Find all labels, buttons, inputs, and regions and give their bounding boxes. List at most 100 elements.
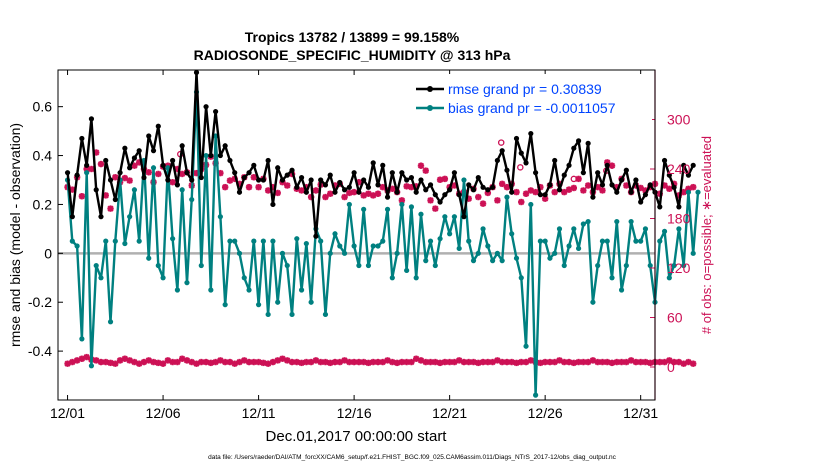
bias-point bbox=[103, 238, 109, 244]
rmse-point bbox=[494, 157, 500, 164]
bias-point bbox=[547, 255, 553, 261]
rmse-point bbox=[251, 162, 257, 168]
obs-possible-marker bbox=[570, 175, 578, 183]
bias-point bbox=[681, 262, 687, 269]
rmse-point bbox=[313, 233, 319, 239]
obs_evaluated-point bbox=[88, 165, 95, 173]
obs_evaluated-point bbox=[518, 198, 525, 206]
bias-point bbox=[79, 336, 85, 342]
y-right-tick-label: 240 bbox=[667, 161, 691, 177]
rmse-point bbox=[480, 184, 486, 190]
obs_evaluated-point bbox=[608, 162, 616, 169]
bias-point bbox=[112, 238, 118, 244]
bias-point bbox=[461, 177, 467, 183]
bias-point bbox=[595, 262, 601, 269]
rmse-point bbox=[303, 189, 309, 195]
obs_low-point bbox=[112, 360, 119, 367]
rmse-point bbox=[599, 182, 606, 188]
bias-point bbox=[389, 275, 395, 281]
x-tick-label: 12/01 bbox=[50, 405, 85, 421]
obs_evaluated-point bbox=[494, 197, 501, 204]
bias-point bbox=[676, 226, 682, 232]
rmse-point bbox=[289, 167, 295, 173]
x-tick-label: 12/26 bbox=[528, 405, 563, 421]
bias-point bbox=[136, 238, 142, 244]
bias-point bbox=[571, 226, 577, 232]
bias-point bbox=[127, 214, 133, 220]
rmse-point bbox=[432, 192, 438, 198]
bias-point bbox=[585, 218, 591, 225]
bias-point bbox=[241, 275, 247, 281]
obs_evaluated-point bbox=[570, 184, 578, 192]
bias-point bbox=[466, 238, 472, 244]
rmse-point bbox=[466, 182, 472, 188]
obs_evaluated-point bbox=[584, 182, 592, 189]
bias-point bbox=[165, 165, 171, 171]
rmse-point bbox=[389, 170, 395, 176]
rmse-point bbox=[127, 165, 133, 171]
y-right-tick-label: 180 bbox=[667, 211, 691, 227]
bias-point bbox=[451, 214, 458, 220]
bias-point bbox=[604, 238, 610, 244]
obs_low-point bbox=[279, 355, 286, 362]
obs_evaluated-point bbox=[284, 182, 291, 189]
y-left-tick-label: -0.4 bbox=[28, 343, 52, 359]
rmse-point bbox=[222, 143, 228, 149]
rmse-point bbox=[198, 174, 204, 181]
x-tick-label: 12/21 bbox=[432, 405, 467, 421]
legend-rmse-label: rmse grand pr = 0.30839 bbox=[448, 81, 602, 97]
obs_low-point bbox=[594, 358, 601, 366]
bias-point bbox=[432, 262, 438, 269]
rmse-point bbox=[623, 167, 629, 173]
rmse-point bbox=[404, 177, 410, 183]
bias-point bbox=[370, 243, 376, 249]
bias-point bbox=[155, 262, 161, 269]
y-axis-label-left: rmse and bias (model - observation) bbox=[7, 123, 23, 347]
bias-point bbox=[322, 311, 329, 318]
rmse-point bbox=[628, 189, 634, 195]
rmse-point bbox=[423, 187, 429, 193]
obs_evaluated-point bbox=[322, 193, 329, 201]
obs_low-point bbox=[599, 358, 606, 366]
rmse-point bbox=[561, 172, 567, 178]
rmse-point bbox=[370, 160, 376, 166]
bias-point bbox=[623, 262, 629, 269]
bias-point bbox=[470, 258, 477, 264]
rmse-point bbox=[193, 69, 200, 76]
obs_evaluated-point bbox=[551, 188, 558, 196]
rmse-point bbox=[112, 196, 118, 203]
obs-possible-marker bbox=[517, 164, 524, 171]
obs_evaluated-point bbox=[97, 160, 105, 168]
rmse-point bbox=[337, 179, 343, 186]
bias-point bbox=[533, 392, 539, 398]
rmse-point bbox=[442, 192, 448, 198]
obs_evaluated-point bbox=[245, 183, 253, 191]
rmse-point bbox=[341, 187, 348, 193]
rmse-point bbox=[609, 182, 615, 188]
rmse-point bbox=[504, 167, 510, 173]
rmse-point bbox=[64, 170, 71, 176]
rmse-point bbox=[236, 189, 243, 195]
rmse-point bbox=[117, 170, 123, 176]
bias-point bbox=[399, 201, 405, 208]
bias-point bbox=[575, 245, 582, 252]
bias-point bbox=[346, 201, 352, 208]
obs_low-point bbox=[690, 360, 697, 367]
bias-point bbox=[213, 133, 219, 139]
obs_evaluated-point bbox=[255, 183, 262, 191]
bias-point bbox=[303, 240, 309, 247]
obs_evaluated-point bbox=[417, 162, 425, 169]
x-axis-label: Dec.01,2017 00:00:00 start bbox=[266, 428, 448, 445]
obs_evaluated-point bbox=[503, 183, 511, 191]
rmse-point bbox=[284, 172, 290, 178]
rmse-point bbox=[485, 187, 491, 193]
obs-possible-marker bbox=[497, 139, 505, 146]
bias-point bbox=[590, 299, 596, 305]
bias-point bbox=[107, 319, 114, 325]
bias-point bbox=[480, 226, 486, 232]
rmse-point bbox=[556, 187, 563, 193]
obs_evaluated-point bbox=[690, 183, 697, 191]
rmse-point bbox=[499, 148, 505, 154]
rmse-point bbox=[88, 116, 95, 122]
